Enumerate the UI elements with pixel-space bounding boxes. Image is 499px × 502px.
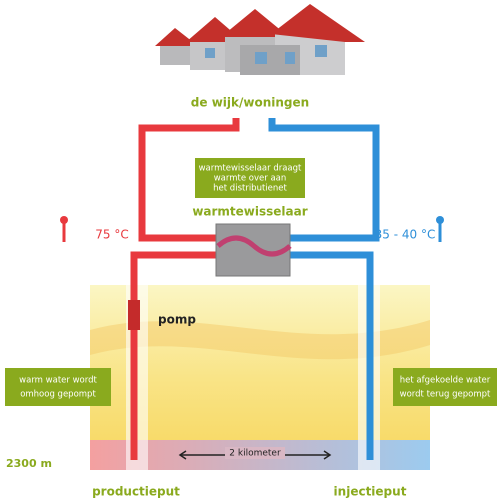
note: omhoog gepompt — [20, 390, 96, 400]
note: wordt terug gepompt — [400, 390, 491, 400]
note-box — [195, 158, 305, 198]
exchanger-label: warmtewisselaar — [192, 205, 307, 219]
note: warm water wordt — [19, 376, 97, 386]
note-box — [5, 368, 111, 406]
note: het distributienet — [213, 184, 287, 194]
pump-label: pomp — [158, 313, 196, 327]
production-well: productieput — [92, 485, 180, 499]
thermometers — [60, 216, 444, 242]
note: warmtewisselaar draagt — [199, 164, 302, 174]
note: het afgekoelde water — [400, 376, 491, 386]
hot-temp: 75 °C — [95, 228, 128, 242]
note-box — [393, 368, 497, 406]
cold-temp: 35 - 40 °C — [375, 228, 436, 242]
houses — [155, 4, 365, 75]
pump — [128, 300, 140, 330]
heat-exchanger — [215, 223, 291, 277]
depth: 2300 m — [6, 457, 52, 470]
injection-well: injectieput — [334, 485, 407, 499]
note: warmte over aan — [214, 174, 287, 184]
title: de wijk/woningen — [191, 96, 309, 110]
distance: 2 kilometer — [229, 449, 281, 459]
